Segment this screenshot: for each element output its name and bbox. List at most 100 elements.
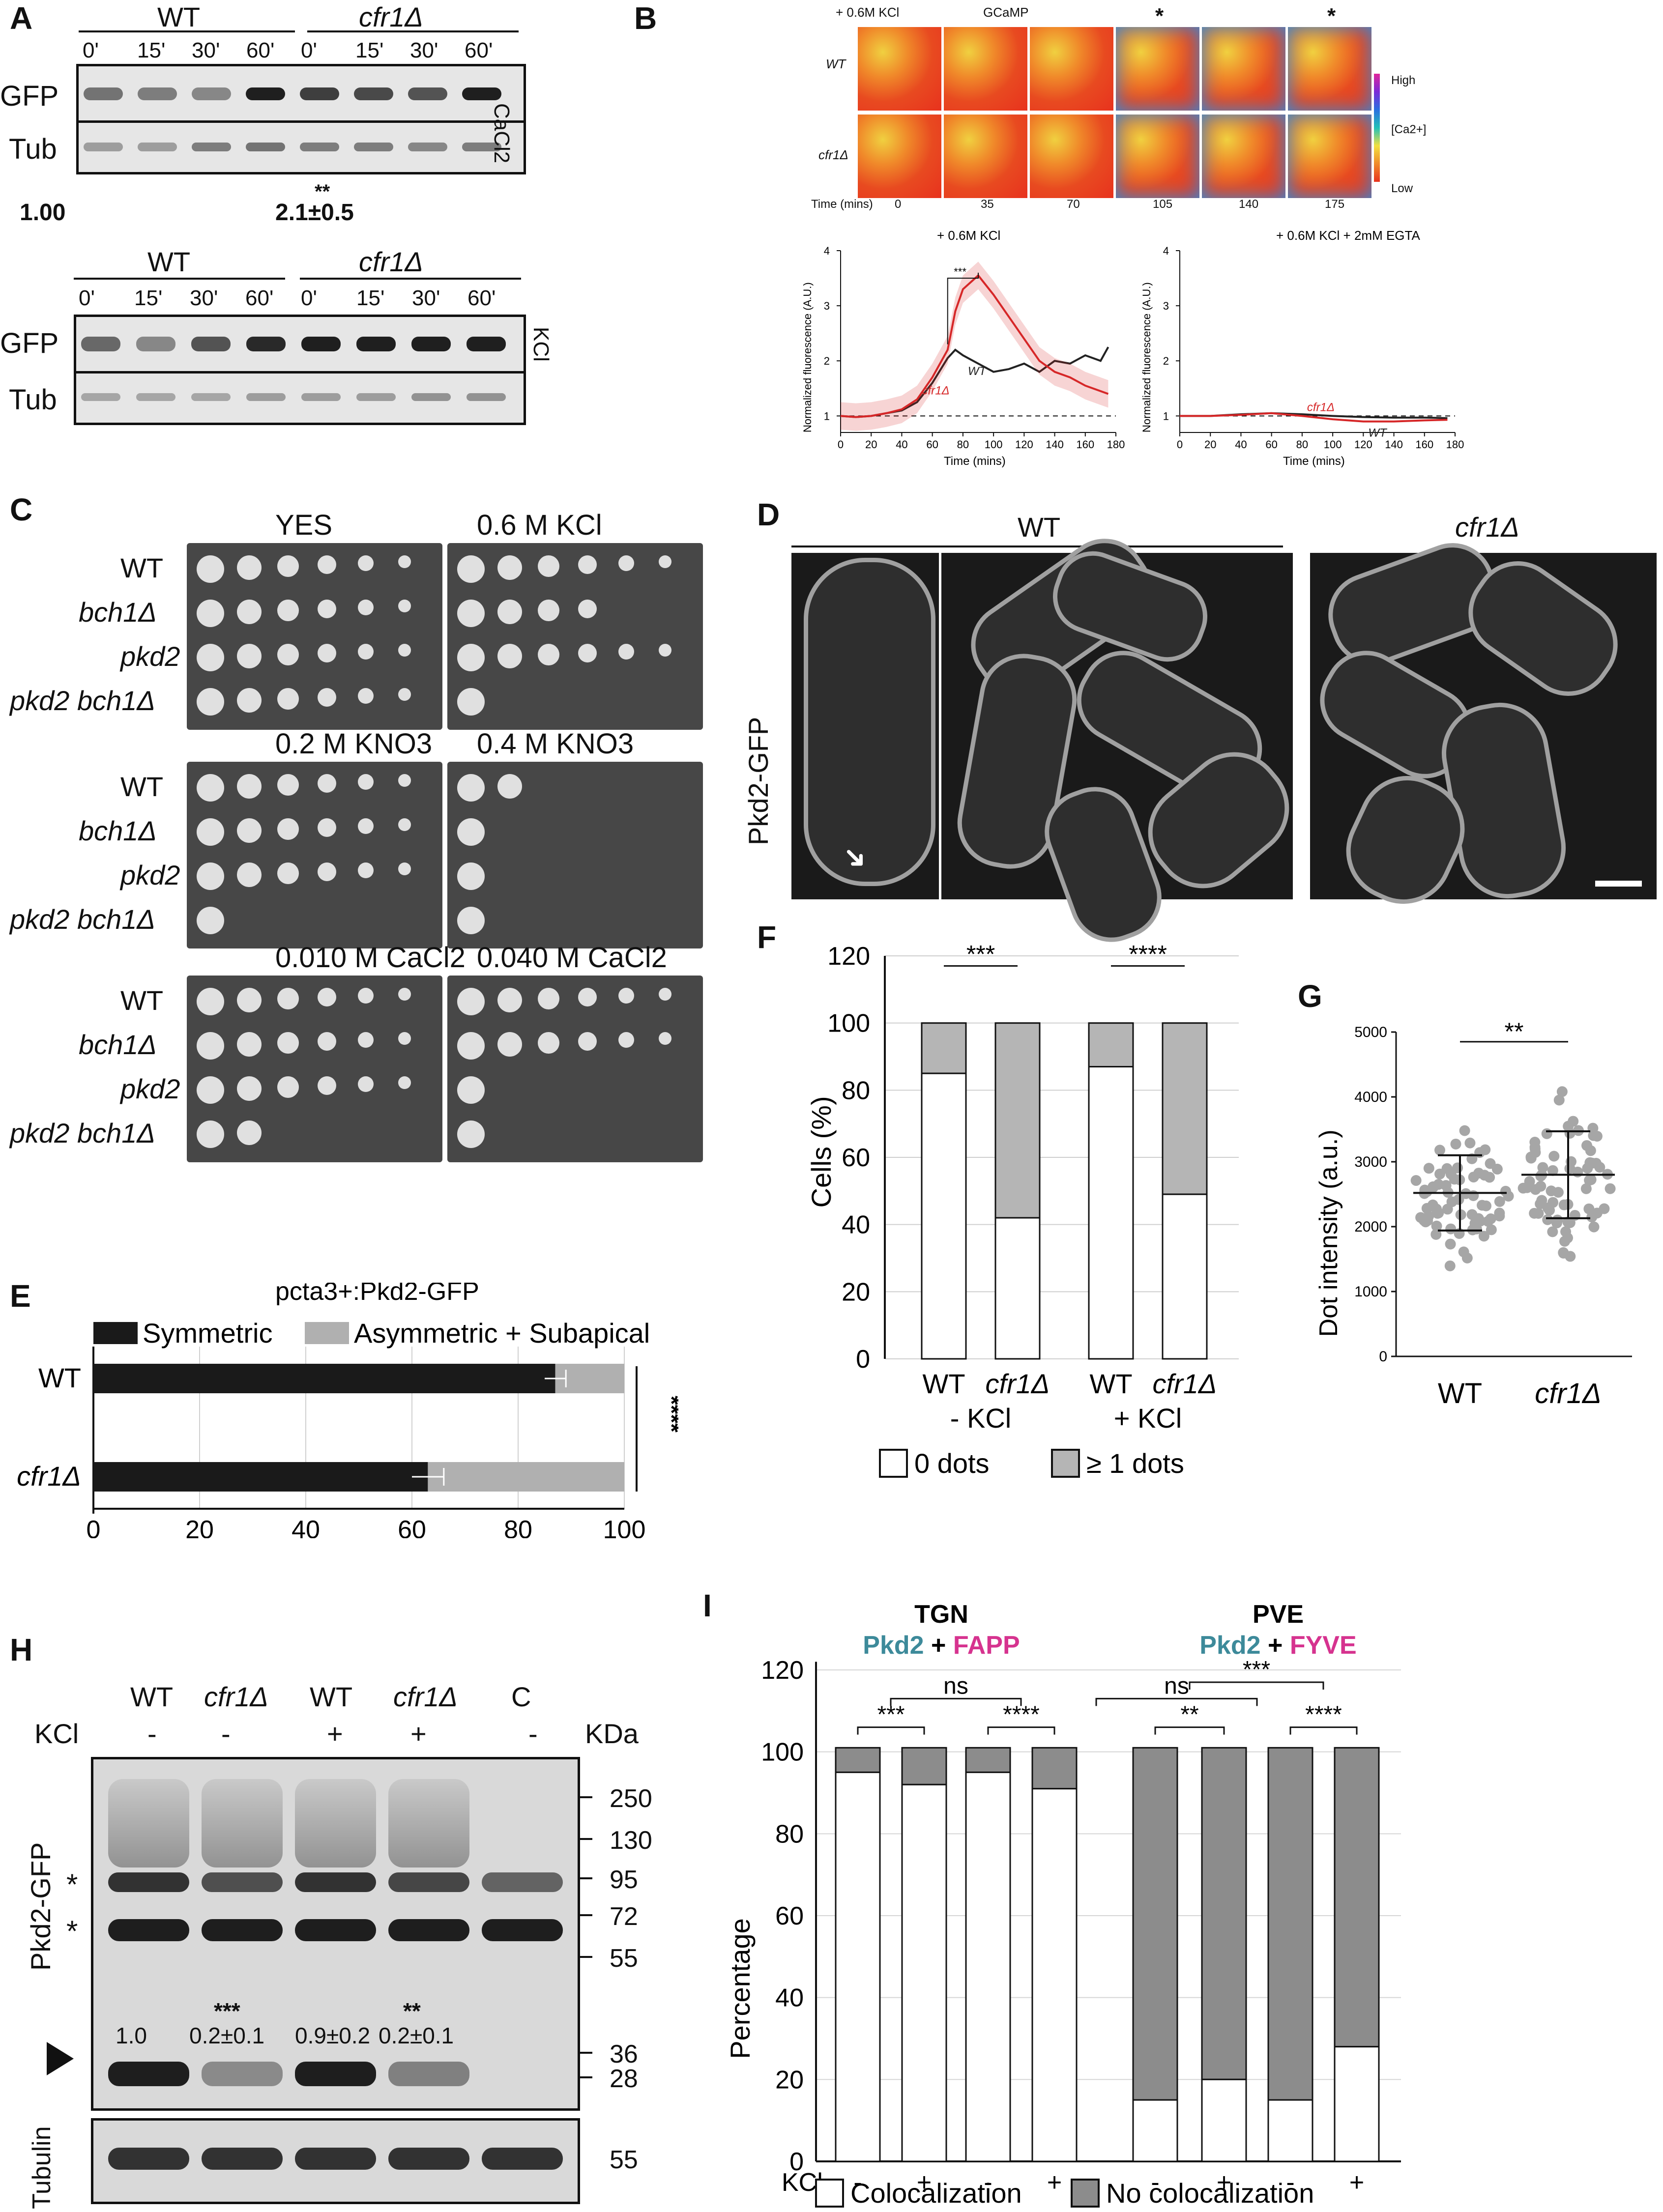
colony-spot — [497, 774, 522, 799]
colony-spot — [237, 774, 262, 799]
bracket-pve-ns-label: ns — [1164, 1673, 1189, 1699]
colony-spot — [318, 1032, 336, 1051]
heatmap-time-tick: 105 — [1153, 198, 1173, 211]
timepoint-label: 15' — [137, 38, 166, 62]
bracket-tgn-2-label: **** — [1003, 1702, 1040, 1728]
data-point — [1420, 1216, 1431, 1228]
blot-band — [462, 143, 501, 151]
annotation-bracket — [947, 272, 979, 345]
blot-band — [467, 337, 506, 351]
bar-dots — [1162, 1022, 1208, 1195]
data-point — [1586, 1157, 1598, 1169]
y-axis-label: Normalized fluorescence (A.U.) — [801, 282, 814, 432]
colony-spot — [457, 600, 485, 627]
colony-spot — [358, 688, 374, 704]
lane-label: cfr1Δ — [204, 1681, 268, 1712]
data-point — [1547, 1165, 1558, 1176]
data-point — [1473, 1168, 1485, 1179]
series-label: WT — [968, 365, 988, 378]
bracket-pve-top — [1189, 1681, 1324, 1690]
colony-spot — [197, 1120, 224, 1148]
colony-spot — [659, 644, 671, 657]
group-subtitle: Pkd2 + FAPP — [863, 1631, 1020, 1660]
heatmap-tile — [1288, 27, 1371, 111]
blot-band — [408, 143, 447, 151]
data-point — [1478, 1231, 1489, 1242]
data-point — [1548, 1150, 1560, 1162]
kcl-sign: - — [147, 1718, 157, 1749]
western-band — [108, 1872, 189, 1892]
heatmap-scale-high: High — [1391, 74, 1416, 87]
blot-a2-row-gfp: GFP — [0, 327, 59, 359]
heatmap-time-label: Time (mins) — [811, 198, 873, 211]
category-label: cfr1Δ — [1535, 1378, 1602, 1409]
data-point — [1434, 1145, 1445, 1156]
blot-band — [411, 393, 451, 401]
data-point — [1450, 1138, 1461, 1149]
colony-spot — [457, 862, 485, 890]
heatmap-tile — [944, 115, 1027, 198]
lane-label: WT — [130, 1681, 174, 1712]
category-label: WT — [1438, 1378, 1482, 1409]
kcl-sign: + — [410, 1718, 427, 1749]
colony-spot — [398, 1032, 411, 1045]
strain-label: WT — [120, 552, 164, 583]
strain-label: bch1Δ — [79, 815, 157, 846]
colony-spot — [237, 1076, 262, 1101]
data-point — [1536, 1195, 1547, 1206]
colony-spot — [457, 644, 485, 671]
blot-a1-quant-left: 1.00 — [20, 200, 66, 226]
bar-colocalization — [1201, 2078, 1247, 2162]
x-tick-label: 40 — [292, 1516, 320, 1538]
colony-spot — [277, 644, 299, 665]
data-point — [1485, 1213, 1496, 1225]
legend-swatch — [93, 1322, 138, 1344]
data-point — [1558, 1199, 1570, 1210]
condition-label: 0.2 M KNO3 — [275, 728, 433, 760]
bar-no-colocalization — [1132, 1747, 1178, 2101]
colony-spot — [497, 600, 522, 624]
colony-spot — [197, 988, 224, 1015]
western-star-1: * — [66, 1868, 78, 1901]
blot-a1-group-cfr1: cfr1Δ — [359, 1, 423, 32]
western-band — [108, 1919, 189, 1941]
bar-colocalization — [1031, 1788, 1078, 2162]
colony-spot — [618, 644, 634, 660]
colony-spot — [497, 644, 522, 668]
data-point — [1524, 1176, 1535, 1187]
bracket-pve-2 — [1289, 1726, 1358, 1735]
y-tick-label: 2 — [1163, 355, 1169, 367]
western-band — [108, 2062, 189, 2086]
western-band — [202, 2062, 283, 2086]
colony-spot — [237, 644, 262, 668]
y-tick-label: 3 — [1163, 300, 1169, 312]
kcl-sign: - — [528, 1718, 538, 1749]
colony-spot — [197, 907, 224, 934]
heatmap-tile — [944, 27, 1027, 111]
quant-sig: *** — [214, 1998, 240, 2024]
data-point — [1544, 1205, 1555, 1216]
y-tick-label: 4 — [824, 245, 830, 257]
group-title: PVE — [1253, 1600, 1304, 1629]
colony-spot — [318, 644, 336, 662]
colony-spot — [398, 818, 411, 831]
colony-spot — [318, 688, 336, 707]
blot-band — [356, 337, 396, 351]
western-band — [202, 1872, 283, 1892]
data-point — [1546, 1185, 1557, 1197]
timepoint-label: 60' — [246, 38, 275, 62]
data-point — [1468, 1190, 1479, 1201]
x-tick-label: 140 — [1385, 438, 1403, 451]
legend-label: Symmetric — [143, 1318, 272, 1349]
series-label: WT — [1368, 427, 1388, 440]
marker-tick — [578, 1796, 592, 1798]
micro-group-cfr1: cfr1Δ — [1455, 512, 1519, 543]
western-band — [108, 2148, 189, 2170]
timepoint-label: 60' — [467, 286, 496, 310]
blot-a1-tub — [76, 120, 526, 174]
y-tick-label: 1 — [1163, 410, 1169, 422]
colony-spot — [497, 988, 522, 1012]
x-tick-label: 180 — [1107, 438, 1125, 451]
bar-dots — [1088, 1022, 1134, 1068]
strain-label: pkd2 bch1Δ — [10, 1118, 155, 1149]
